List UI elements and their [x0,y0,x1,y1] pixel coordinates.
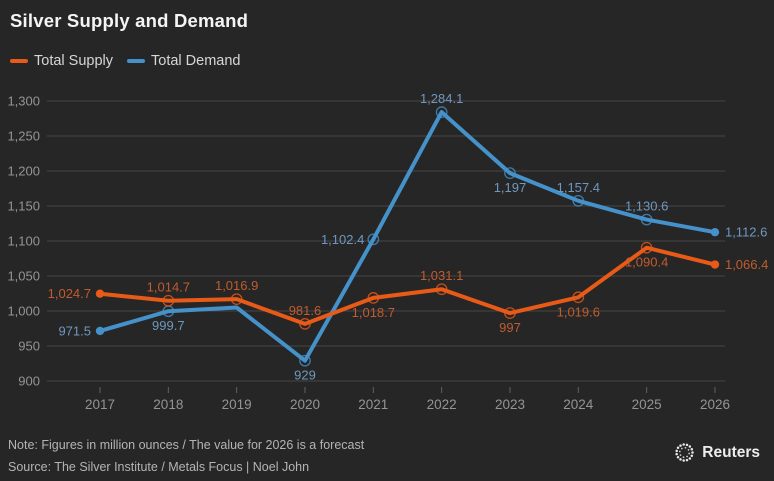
y-axis-label: 900 [18,374,40,389]
x-axis-label: 2018 [153,397,183,412]
data-point-ring [367,292,380,304]
chart-source: Source: The Silver Institute / Metals Fo… [8,460,310,474]
reuters-logo-dot [675,452,679,456]
data-point-label: 1,019.6 [557,304,600,319]
line-chart: 900 950 1,000 1,050 1,100 1,150 1,200 1,250 1,30… [7,91,768,412]
data-point-label: 1,112.6 [725,225,767,240]
reuters-logo-dot [687,448,690,451]
x-axis-label: 2021 [358,397,388,412]
x-axis-label: 2026 [700,397,730,412]
data-point-ring [504,167,516,179]
data-point-ring [299,354,311,367]
reuters-logo-dot [679,454,682,457]
legend-label-total-demand: Total Demand [151,53,241,69]
reuters-logo-icon [675,443,695,462]
data-point-dot [95,289,105,298]
data-point-label: 999.7 [152,318,185,333]
data-point-label: 981.6 [289,303,322,318]
data-point-label: 997 [499,320,521,335]
reuters-logo-text: Reuters [702,443,760,461]
data-point-ring [504,307,516,319]
reuters-logo-dot [686,458,689,462]
reuters-logo-dot [677,446,680,450]
reuters-logo-dot [691,451,695,454]
demand-line-swatch-icon [127,59,145,63]
reuters-logo-dot [681,447,684,450]
data-point-label: 1,130.6 [625,199,668,214]
y-axis-label: 1,200 [7,164,40,179]
data-point-ring [230,293,243,306]
data-point-ring [572,291,585,304]
data-point-ring [299,318,311,330]
reuters-brand: Reuters [673,441,760,464]
data-point-label: 971.5 [58,323,91,338]
y-axis-label: 1,150 [7,199,40,214]
data-point-label: 1,016.9 [215,278,258,293]
data-point-label: 1,018.7 [352,305,395,320]
chart-title: Silver Supply and Demand [10,10,249,31]
y-axis-label: 1,050 [7,269,40,284]
x-axis-label: 2020 [290,397,320,412]
x-axis-label: 2019 [222,397,252,412]
x-axis-label: 2024 [563,397,594,412]
y-axis-label: 1,250 [7,129,40,144]
legend: Total Supply Total Demand [10,53,240,69]
reuters-logo-dot [679,450,681,453]
reuters-logo-dot [690,447,694,451]
reuters-logo-dot [686,455,689,458]
data-point-label: 929 [294,368,316,383]
total-demand-line [98,110,717,363]
total-supply-line [98,245,717,326]
data-point-label: 1,284.1 [420,91,463,106]
data-point-label: 1,157.4 [557,180,600,195]
legend-item-total-demand: Total Demand [127,53,240,69]
reuters-logo-dot [684,446,687,449]
legend-label-total-supply: Total Supply [34,53,113,69]
legend-item-total-supply: Total Supply [10,53,113,69]
reuters-logo-dot [688,445,692,448]
reuters-logo-dot [682,456,685,459]
reuters-logo-dot [688,457,692,460]
data-point-label: 1,066.4 [725,257,768,272]
reuters-logo-dot [682,459,686,462]
data-point-label: 1,024.7 [48,286,91,301]
y-axis-label: 1,000 [7,304,40,319]
data-point-label: 1,031.1 [420,268,463,283]
y-axis-label: 1,300 [7,94,40,109]
x-axis-label: 2025 [632,397,662,412]
data-point-ring [640,241,653,254]
y-axis-label: 1,100 [7,234,40,249]
x-axis-label: 2017 [85,397,115,412]
reuters-logo-dot [679,444,683,447]
data-point-dot [95,326,105,336]
reuters-logo-dot [688,452,691,455]
x-axis-label: 2022 [427,397,457,412]
data-point-label: 1,090.4 [625,255,668,270]
reuters-logo-dot [677,455,680,459]
reuters-logo-dot [682,443,686,446]
data-point-ring [367,233,380,246]
chart-note: Note: Figures in million ounces / The va… [8,438,365,452]
x-axis-label: 2023 [495,397,525,412]
data-point-dot [710,260,720,269]
data-point-label: 1,197 [494,180,527,195]
reuters-logo-dot [679,458,683,461]
data-point-label: 1,014.7 [147,280,190,295]
data-point-ring [162,294,175,307]
reuters-logo-dot [690,454,694,458]
reuters-logo-dot [675,449,679,453]
data-point-dot [710,227,720,237]
reuters-logo-dot [686,443,689,447]
data-point-label: 1,102.4 [321,232,364,247]
data-point-ring [572,194,585,207]
y-axis-label: 950 [18,339,40,354]
data-point-ring [435,106,448,118]
supply-line-swatch-icon [10,59,28,63]
data-point-ring [640,213,653,226]
data-point-ring [435,283,448,296]
